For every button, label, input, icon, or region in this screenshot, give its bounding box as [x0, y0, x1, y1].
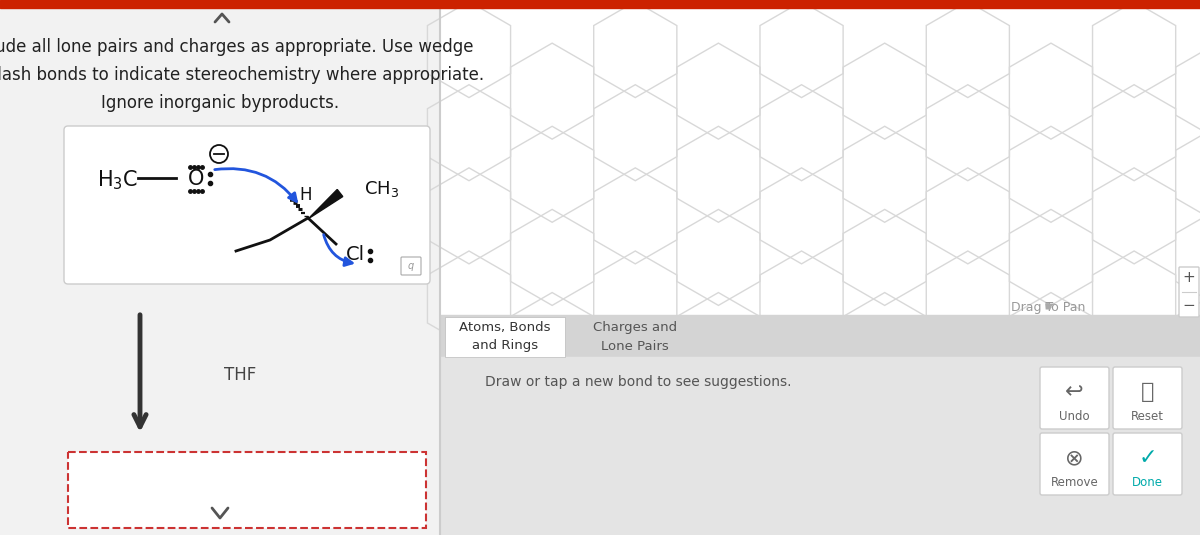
Text: 🗑: 🗑: [1141, 382, 1154, 402]
Text: H$_3$C: H$_3$C: [97, 168, 138, 192]
Bar: [0, 8, 440, 535]
FancyBboxPatch shape: [445, 317, 565, 357]
FancyBboxPatch shape: [64, 126, 430, 284]
FancyBboxPatch shape: [1040, 367, 1109, 429]
Text: Cl: Cl: [346, 244, 365, 264]
Text: Drag To Pan: Drag To Pan: [1010, 301, 1085, 314]
Text: ⊗: ⊗: [1066, 448, 1084, 468]
Text: Done: Done: [1132, 476, 1163, 489]
Text: Remove: Remove: [1051, 476, 1098, 489]
Bar: [0, 0, 1200, 8]
Text: H: H: [300, 186, 312, 204]
FancyBboxPatch shape: [401, 257, 421, 275]
FancyArrowPatch shape: [215, 169, 296, 201]
FancyBboxPatch shape: [1114, 433, 1182, 495]
Bar: [440, 8, 1200, 323]
Polygon shape: [308, 189, 343, 219]
Text: O: O: [188, 169, 204, 189]
Bar: [440, 315, 1200, 357]
Text: ↩: ↩: [1066, 382, 1084, 402]
Text: Atoms, Bonds
and Rings: Atoms, Bonds and Rings: [460, 322, 551, 353]
FancyBboxPatch shape: [1178, 267, 1199, 317]
Text: CH$_3$: CH$_3$: [364, 179, 400, 199]
Text: Charges and
Lone Pairs: Charges and Lone Pairs: [593, 322, 677, 353]
Text: THF: THF: [224, 366, 256, 384]
FancyArrowPatch shape: [324, 235, 353, 265]
Text: q: q: [408, 261, 414, 271]
Text: Undo: Undo: [1060, 410, 1090, 423]
Text: Draw or tap a new bond to see suggestions.: Draw or tap a new bond to see suggestion…: [485, 375, 792, 389]
Bar: [440, 357, 1200, 535]
FancyBboxPatch shape: [68, 452, 426, 528]
FancyBboxPatch shape: [1040, 433, 1109, 495]
FancyBboxPatch shape: [1114, 367, 1182, 429]
Text: +: +: [1183, 271, 1195, 286]
Text: Include all lone pairs and charges as appropriate. Use wedge
and dash bonds to i: Include all lone pairs and charges as ap…: [0, 38, 485, 112]
Text: −: −: [1183, 299, 1195, 314]
Text: Reset: Reset: [1132, 410, 1164, 423]
Text: ✓: ✓: [1138, 448, 1157, 468]
Text: ☛: ☛: [1044, 300, 1056, 314]
